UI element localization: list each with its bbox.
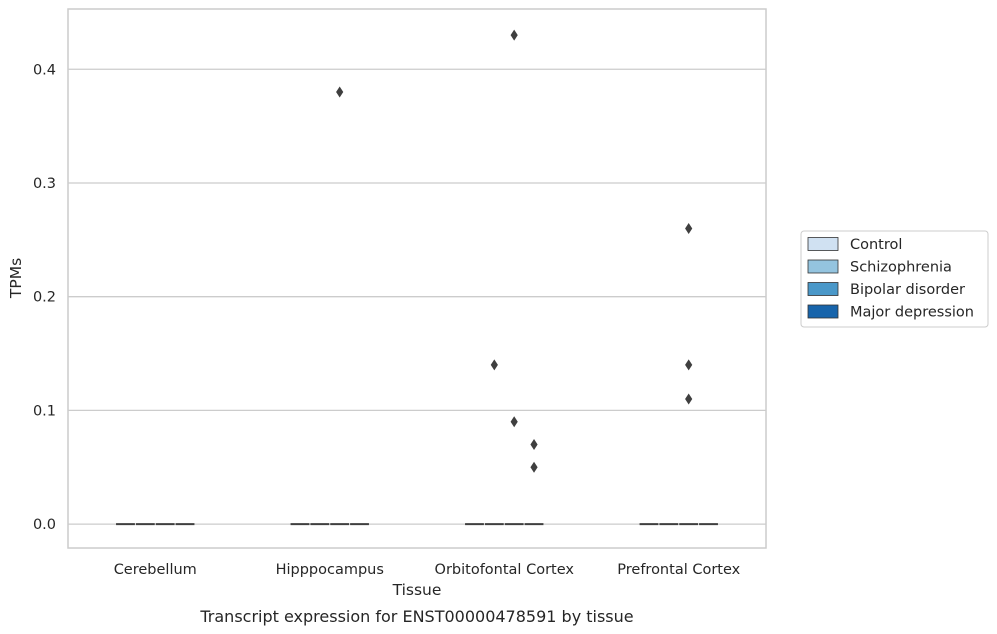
x-axis-ticks: Cerebellum Hipppocampus Orbitofontal Corte… [114,562,741,578]
y-tick-label: 0.3 [33,176,56,192]
outlier-point [336,86,344,98]
x-axis-label: Tissue [392,581,442,599]
x-tick-label: Orbitofontal Cortex [435,562,575,578]
outlier-point [510,29,518,41]
x-tick-label: Prefrontal Cortex [617,562,740,578]
y-axis-ticks: 0.0 0.1 0.2 0.3 0.4 [33,62,56,533]
y-tick-label: 0.2 [33,290,56,306]
y-tick-label: 0.1 [33,403,56,419]
legend-label: Major depression [850,305,974,321]
legend-swatch [807,237,839,251]
outlier-point [510,416,518,428]
outlier-point [530,439,538,451]
legend-swatch [807,304,839,319]
outlier-point [685,359,693,371]
plot-background [68,9,766,548]
y-axis-label: TPMs [7,258,25,299]
legend-label: Schizophrenia [850,260,952,276]
x-tick-label: Cerebellum [114,562,197,578]
y-tick-label: 0.4 [33,62,56,78]
legend-swatch [807,282,839,296]
outlier-point [685,222,693,234]
legend-swatch [807,259,839,274]
legend-label: Bipolar disorder [850,282,965,298]
plot-frame [67,8,767,549]
x-tick-label: Hipppocampus [276,562,384,578]
outlier-point [490,359,498,371]
outlier-point [530,461,538,473]
legend: Control Schizophrenia Bipolar disorder Majo… [800,230,989,328]
outlier-point [685,393,693,405]
legend-frame [800,230,989,328]
legend-label: Control [850,237,902,253]
outlier-points [336,29,693,473]
y-tick-label: 0.0 [33,517,56,533]
chart-caption: Transcript expression for ENST0000047859… [199,607,633,626]
